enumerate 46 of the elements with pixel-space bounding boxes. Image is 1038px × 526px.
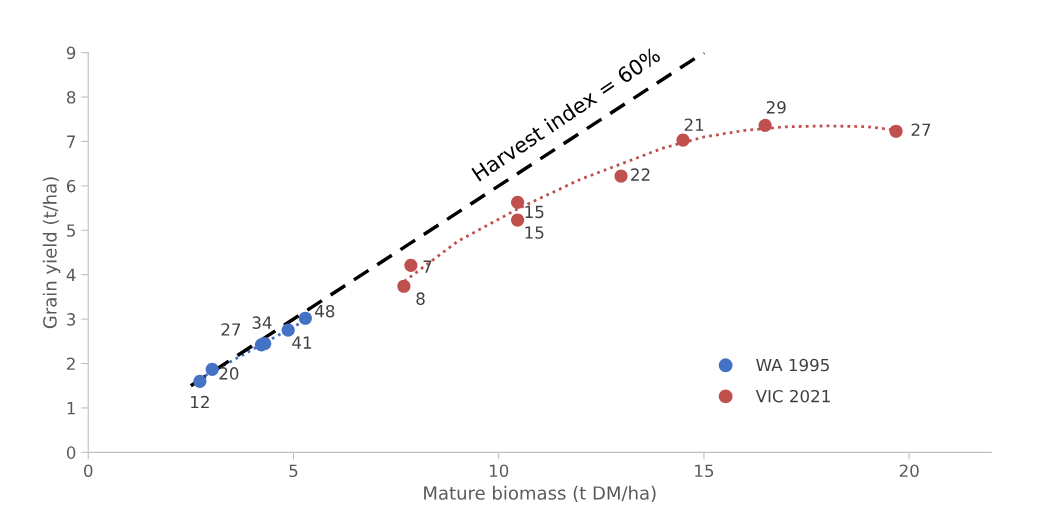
- annotation: 12: [191, 395, 209, 409]
- legend-label: WA 1995: [756, 358, 829, 372]
- point: [614, 169, 628, 183]
- annotation: 7: [423, 260, 432, 273]
- point: [404, 258, 418, 272]
- point: [258, 336, 272, 351]
- x-tick-label: 15: [695, 464, 714, 478]
- annotation: 27: [221, 323, 241, 336]
- annotation: 21: [684, 118, 704, 131]
- annotation: 29: [766, 101, 786, 114]
- annotation: 34: [252, 316, 272, 329]
- point: [281, 323, 295, 337]
- y-tick-label: 3: [67, 313, 76, 326]
- annotation: 41: [292, 336, 312, 349]
- y-tick-label: 7: [67, 135, 75, 148]
- y-tick-label: 1: [67, 402, 75, 415]
- point: [397, 279, 411, 293]
- y-tick-label: 9: [66, 46, 76, 60]
- point: [193, 374, 207, 388]
- y-tick-label: 4: [66, 268, 76, 282]
- x-tick-label: 20: [899, 464, 919, 478]
- y-tick-label: 8: [66, 90, 76, 104]
- y-axis-title: Grain yield (t/ha): [42, 177, 61, 329]
- x-tick-label: 10: [489, 464, 509, 478]
- annotation: 15: [525, 205, 544, 219]
- y-tick-label: 5: [67, 224, 75, 237]
- x-axis-title: Mature biomass (t DM/ha): [424, 485, 656, 502]
- point: [511, 213, 525, 227]
- annotation: 27: [911, 123, 931, 136]
- y-tick-label: 0: [66, 446, 76, 459]
- point: [889, 124, 903, 138]
- y-tick-label: 2: [67, 357, 75, 370]
- point: [205, 362, 219, 376]
- annotation: 8: [416, 292, 425, 305]
- legend-label: VIC 2021: [755, 389, 830, 403]
- annotation: 15: [525, 226, 544, 239]
- point: [511, 195, 525, 209]
- x-tick-label: 5: [289, 464, 298, 478]
- point: [298, 311, 312, 325]
- annotation: 48: [315, 304, 335, 318]
- point: [676, 133, 690, 147]
- annotation: 22: [631, 168, 650, 181]
- y-tick-label: 6: [66, 179, 76, 193]
- x-tick-label: 0: [84, 464, 93, 478]
- point: [758, 118, 772, 133]
- annotation: 20: [219, 367, 239, 380]
